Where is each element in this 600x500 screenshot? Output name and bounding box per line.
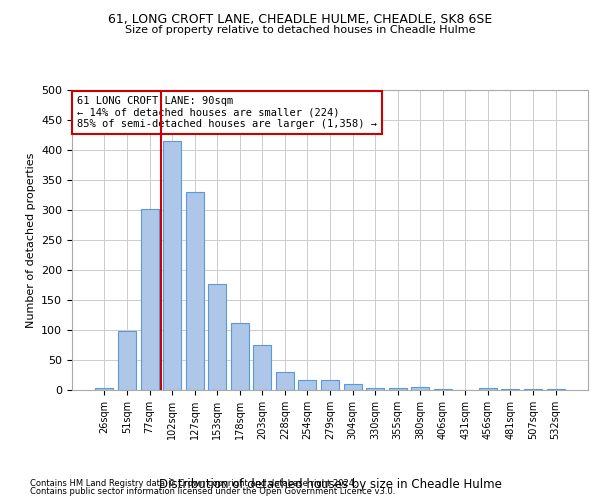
Text: 61, LONG CROFT LANE, CHEADLE HULME, CHEADLE, SK8 6SE: 61, LONG CROFT LANE, CHEADLE HULME, CHEA…	[108, 12, 492, 26]
Text: 61 LONG CROFT LANE: 90sqm
← 14% of detached houses are smaller (224)
85% of semi: 61 LONG CROFT LANE: 90sqm ← 14% of detac…	[77, 96, 377, 129]
Bar	[524, 389, 542, 390]
Bar	[276, 372, 294, 390]
Bar	[389, 388, 407, 390]
Bar	[298, 380, 316, 390]
Bar	[366, 388, 384, 390]
Bar	[231, 324, 249, 390]
Bar	[344, 384, 362, 390]
Bar	[163, 141, 181, 390]
Bar	[140, 209, 158, 390]
Text: Size of property relative to detached houses in Cheadle Hulme: Size of property relative to detached ho…	[125, 25, 475, 35]
Bar	[185, 192, 204, 390]
Text: Contains public sector information licensed under the Open Government Licence v3: Contains public sector information licen…	[30, 487, 395, 496]
X-axis label: Distribution of detached houses by size in Cheadle Hulme: Distribution of detached houses by size …	[158, 478, 502, 491]
Bar	[411, 387, 429, 390]
Bar	[321, 380, 339, 390]
Text: Contains HM Land Registry data © Crown copyright and database right 2024.: Contains HM Land Registry data © Crown c…	[30, 478, 356, 488]
Bar	[95, 388, 113, 390]
Bar	[208, 284, 226, 390]
Bar	[479, 388, 497, 390]
Bar	[118, 330, 136, 390]
Bar	[253, 345, 271, 390]
Y-axis label: Number of detached properties: Number of detached properties	[26, 152, 35, 328]
